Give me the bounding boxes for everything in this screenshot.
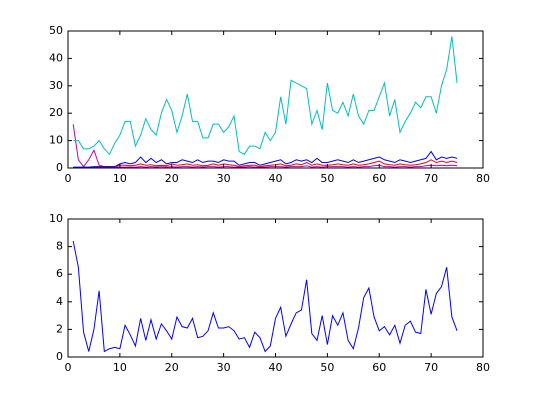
x-tick-label: 50 [320, 361, 334, 374]
x-tick-label: 30 [217, 172, 231, 185]
y-tick-label: 0 [56, 350, 63, 363]
x-tick-label: 80 [476, 361, 490, 374]
x-tick-label: 10 [113, 361, 127, 374]
axes-box [68, 219, 483, 357]
y-tick-label: 6 [56, 267, 63, 280]
y-tick-label: 4 [56, 295, 63, 308]
x-tick-label: 50 [320, 172, 334, 185]
series-line [73, 150, 458, 168]
x-tick-label: 0 [65, 172, 72, 185]
y-tick-label: 0 [56, 161, 63, 174]
y-tick-label: 10 [49, 134, 63, 147]
x-tick-label: 20 [165, 172, 179, 185]
x-tick-label: 60 [372, 172, 386, 185]
y-tick-label: 8 [56, 240, 63, 253]
y-tick-label: 40 [49, 51, 63, 64]
x-tick-label: 60 [372, 361, 386, 374]
series-line [72, 240, 458, 353]
x-tick-label: 10 [113, 172, 127, 185]
y-tick-label: 2 [56, 322, 63, 335]
y-tick-label: 10 [49, 212, 63, 225]
y-tick-label: 20 [49, 106, 63, 119]
series-line [73, 159, 458, 168]
y-tick-label: 50 [49, 24, 63, 37]
x-tick-label: 30 [217, 361, 231, 374]
x-tick-label: 0 [65, 361, 72, 374]
x-tick-label: 20 [165, 361, 179, 374]
x-tick-label: 70 [424, 172, 438, 185]
series-line [72, 124, 458, 168]
x-tick-label: 80 [476, 172, 490, 185]
x-tick-label: 40 [269, 172, 283, 185]
series-line [73, 36, 458, 156]
x-tick-label: 40 [269, 361, 283, 374]
y-tick-label: 30 [49, 79, 63, 92]
x-tick-label: 70 [424, 361, 438, 374]
axes-box [68, 31, 483, 168]
